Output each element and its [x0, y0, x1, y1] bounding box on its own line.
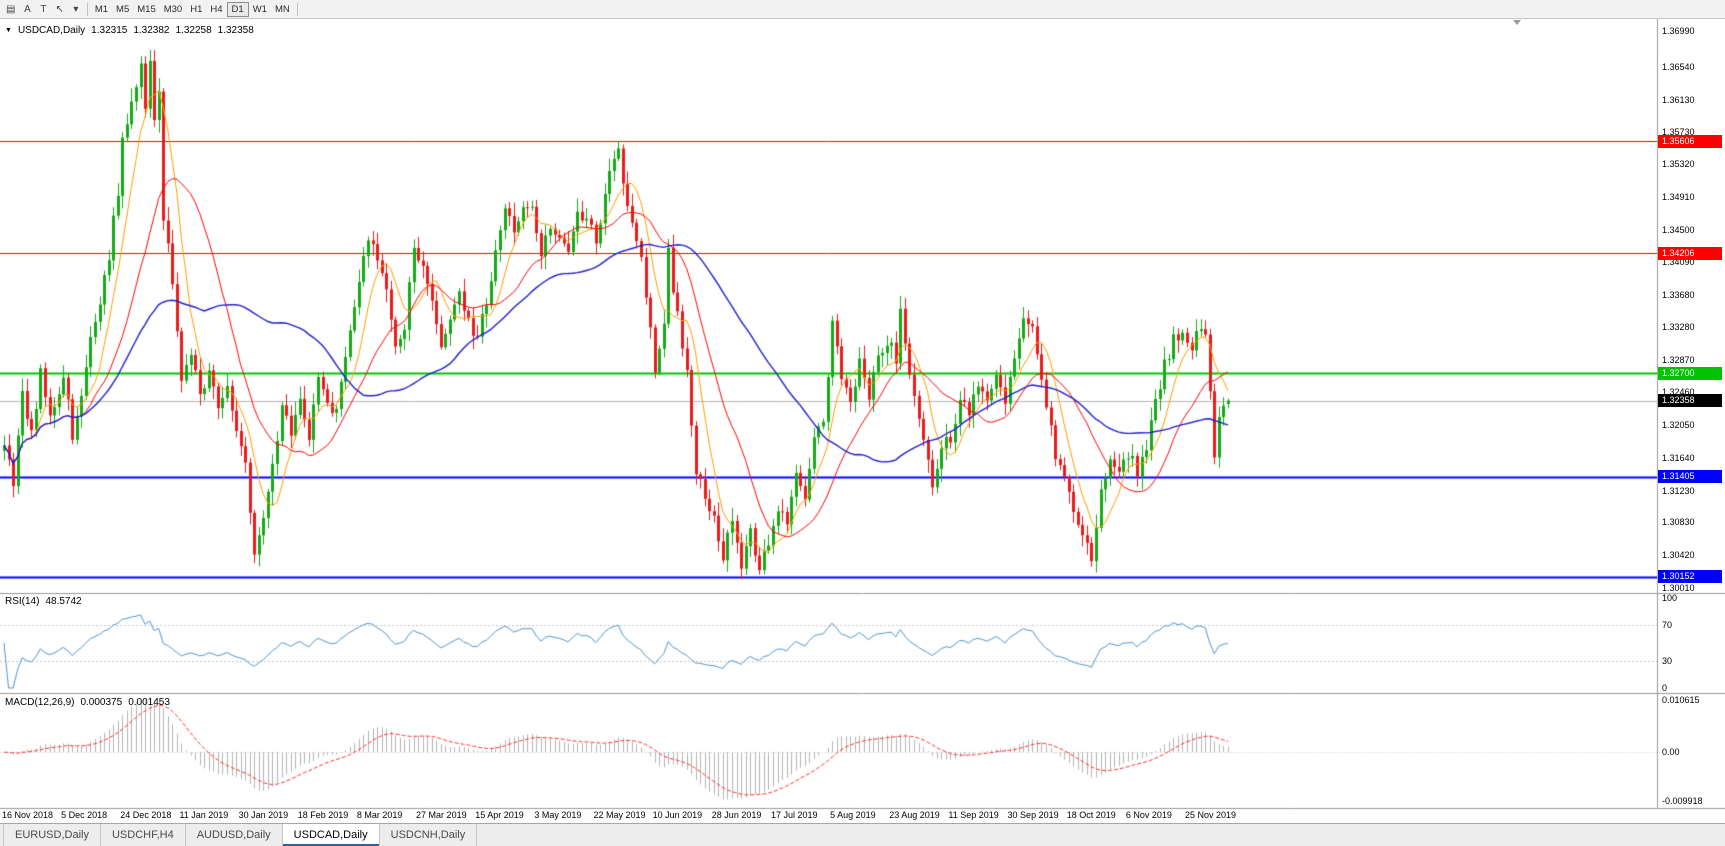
timeframes-group: M1 M5 M15 M30 H1 H4 D1 W1 MN: [91, 0, 294, 18]
chart-symbol-timeframe: USDCAD,Daily: [17, 25, 86, 36]
ohlc-low-value: 1.32258: [175, 25, 212, 36]
macd-indicator-title: MACD(12,26,9) 0.000375 0.001453: [5, 697, 170, 708]
chart-tab-audusd[interactable]: AUDUSD,Daily: [186, 824, 283, 846]
cursor-tool-icon[interactable]: ↖: [55, 3, 64, 15]
timeframe-w1-button[interactable]: W1: [252, 3, 267, 15]
timeframe-m15-button[interactable]: M15: [137, 3, 156, 15]
chart-tab-usdcad[interactable]: USDCAD,Daily: [282, 824, 380, 846]
chart-ohlc-title: ▼ USDCAD,Daily 1.32315 1.32382 1.32258 1…: [5, 25, 254, 36]
chart-tabs: EURUSD,Daily USDCHF,H4 AUDUSD,Daily USDCAD,…: [3, 824, 478, 846]
text-tool-icon[interactable]: T: [40, 3, 47, 15]
ohlc-high-value: 1.32382: [133, 25, 170, 36]
chart-list-icon[interactable]: ▤: [6, 3, 16, 15]
macd-label: MACD(12,26,9): [5, 697, 75, 708]
font-a-tool-icon[interactable]: A: [24, 3, 31, 15]
timeframe-mn-button[interactable]: MN: [274, 3, 290, 15]
timeframe-h4-button[interactable]: H4: [210, 3, 223, 15]
chart-tab-eurusd[interactable]: EURUSD,Daily: [3, 824, 101, 846]
timeframe-m30-button[interactable]: M30: [163, 3, 183, 15]
timeframe-m5-button[interactable]: M5: [116, 3, 130, 15]
chart-tab-usdchf[interactable]: USDCHF,H4: [101, 824, 186, 846]
timeframe-h1-button[interactable]: H1: [190, 3, 203, 15]
rsi-value: 48.5742: [45, 596, 82, 607]
timeframe-d1-button[interactable]: D1: [226, 1, 249, 17]
ohlc-open-value: 1.32315: [91, 25, 128, 36]
ohlc-close-value: 1.32358: [217, 25, 254, 36]
macd-signal-value: 0.001453: [128, 697, 170, 708]
timeframe-m1-button[interactable]: M1: [94, 3, 109, 15]
chart-tabs-bar: EURUSD,Daily USDCHF,H4 AUDUSD,Daily USDCAD,…: [0, 823, 1725, 846]
drawing-tools-group: ▤ A T ↖ ▾: [2, 0, 84, 18]
toolbar-separator: [296, 2, 298, 16]
dropdown-arrow-icon[interactable]: ▾: [73, 3, 79, 15]
top-toolbar: ▤ A T ↖ ▾ M1 M5 M15 M30 H1 H4 D1 W1 MN: [0, 0, 1725, 19]
chart-tab-usdcnh[interactable]: USDCNH,Daily: [380, 824, 478, 846]
chart-shift-marker-icon: [1513, 20, 1521, 25]
chart-collapse-arrow-icon[interactable]: ▼: [5, 27, 12, 34]
rsi-indicator-title: RSI(14) 48.5742: [5, 596, 82, 607]
macd-main-value: 0.000375: [80, 697, 123, 708]
toolbar-separator: [86, 2, 88, 16]
rsi-label: RSI(14): [5, 596, 40, 607]
